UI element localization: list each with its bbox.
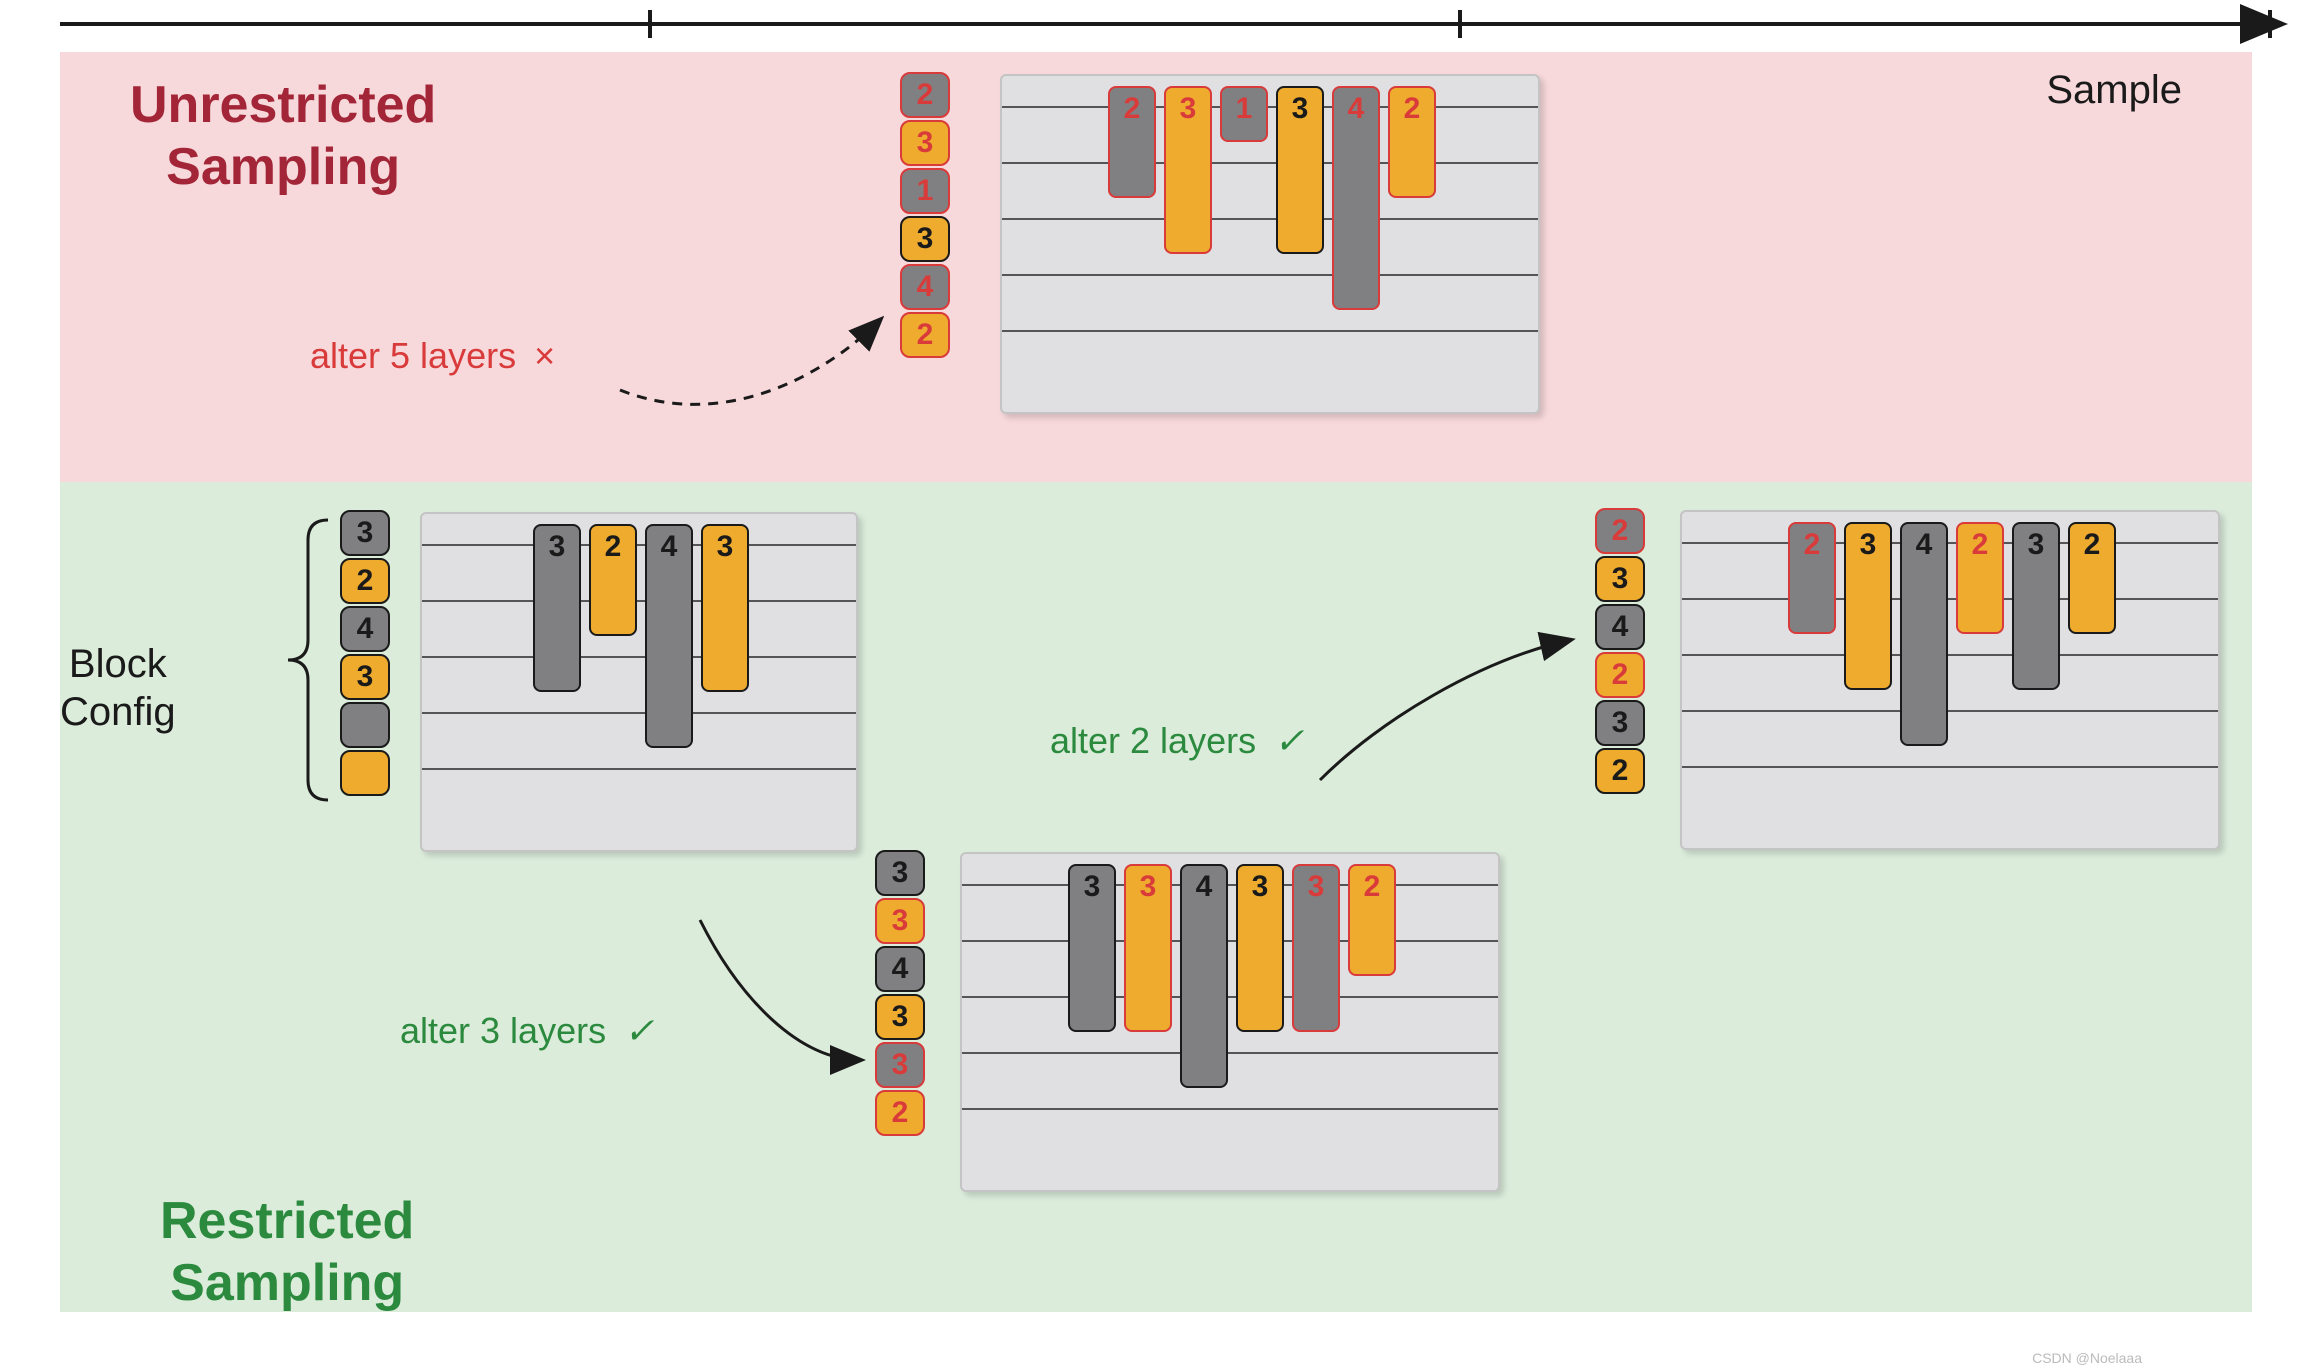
title-line-1: Unrestricted: [130, 76, 436, 134]
config-cell: 4: [340, 606, 390, 652]
bars-group: 231342: [1108, 86, 1436, 310]
config-cell: 3: [875, 850, 925, 896]
config-cell: [340, 702, 390, 748]
config-cell: 3: [875, 898, 925, 944]
watermark: CSDN @Noelaaa: [2032, 1350, 2142, 1366]
bar: 4: [1332, 86, 1380, 310]
config-cell: [340, 750, 390, 796]
bars-group: 3243: [533, 524, 749, 748]
bar: 3: [1124, 864, 1172, 1032]
config-cell: 3: [900, 216, 950, 262]
config-cell: 2: [900, 72, 950, 118]
bar: 4: [645, 524, 693, 748]
bar: 3: [1068, 864, 1116, 1032]
alter-2-label: alter 2 layers ✓: [1050, 720, 1304, 762]
bar: 2: [589, 524, 637, 636]
title-line-1: Restricted: [160, 1192, 414, 1250]
panel-step2: 234232: [1680, 510, 2220, 850]
bar: 2: [1108, 86, 1156, 198]
bar: 2: [1348, 864, 1396, 976]
bar: 3: [1844, 522, 1892, 690]
bar: 3: [1164, 86, 1212, 254]
bar: 2: [1956, 522, 2004, 634]
config-cell: 3: [340, 510, 390, 556]
bar: 3: [533, 524, 581, 692]
config-stack-unrestricted: 231342: [900, 72, 950, 358]
alter-3-label: alter 3 layers ✓: [400, 1010, 654, 1052]
config-cell: 3: [900, 120, 950, 166]
config-cell: 2: [340, 558, 390, 604]
bar: 2: [1788, 522, 1836, 634]
unrestricted-title: Unrestricted Sampling: [130, 74, 436, 199]
config-stack-base: 3243: [340, 510, 390, 796]
grid-line: [962, 1108, 1498, 1110]
panel-step1: 334332: [960, 852, 1500, 1192]
config-cell: 4: [875, 946, 925, 992]
alter-text: alter 5 layers: [310, 335, 516, 376]
bar: 4: [1180, 864, 1228, 1088]
label-line-2: Config: [60, 690, 176, 734]
config-cell: 2: [1595, 508, 1645, 554]
bar: 4: [1900, 522, 1948, 746]
title-line-2: Sampling: [170, 1254, 404, 1312]
bar: 3: [701, 524, 749, 692]
config-cell: 2: [1595, 652, 1645, 698]
config-cell: 3: [1595, 700, 1645, 746]
config-stack-step2: 234232: [1595, 508, 1645, 794]
bars-group: 234232: [1788, 522, 2116, 746]
alter-5-label: alter 5 layers ×: [310, 335, 555, 377]
bar: 2: [2068, 522, 2116, 634]
diagram-canvas: Unrestricted Sampling Restricted Samplin…: [0, 0, 2312, 1372]
restricted-title: Restricted Sampling: [160, 1190, 414, 1315]
config-cell: 2: [900, 312, 950, 358]
config-cell: 3: [875, 994, 925, 1040]
bar: 1: [1220, 86, 1268, 142]
axis-label: Sample: [2046, 68, 2182, 113]
label-line-1: Block: [69, 642, 167, 686]
title-line-2: Sampling: [166, 138, 400, 196]
check-icon: ✓: [624, 1010, 654, 1051]
config-cell: 3: [340, 654, 390, 700]
grid-line: [1682, 766, 2218, 768]
bar: 3: [1276, 86, 1324, 254]
config-cell: 1: [900, 168, 950, 214]
alter-text: alter 3 layers: [400, 1010, 606, 1051]
block-config-label: Block Config: [60, 640, 176, 736]
config-cell: 2: [1595, 748, 1645, 794]
config-cell: 3: [875, 1042, 925, 1088]
bar: 3: [2012, 522, 2060, 690]
config-cell: 3: [1595, 556, 1645, 602]
bar: 3: [1292, 864, 1340, 1032]
config-cell: 4: [1595, 604, 1645, 650]
bars-group: 334332: [1068, 864, 1396, 1088]
check-icon: ✓: [1274, 720, 1304, 761]
bar: 3: [1236, 864, 1284, 1032]
cross-icon: ×: [534, 335, 555, 376]
grid-line: [1002, 330, 1538, 332]
panel-unrestricted: 231342: [1000, 74, 1540, 414]
config-stack-step1: 334332: [875, 850, 925, 1136]
config-cell: 4: [900, 264, 950, 310]
alter-text: alter 2 layers: [1050, 720, 1256, 761]
panel-base: 3243: [420, 512, 858, 852]
grid-line: [422, 768, 856, 770]
config-cell: 2: [875, 1090, 925, 1136]
bar: 2: [1388, 86, 1436, 198]
